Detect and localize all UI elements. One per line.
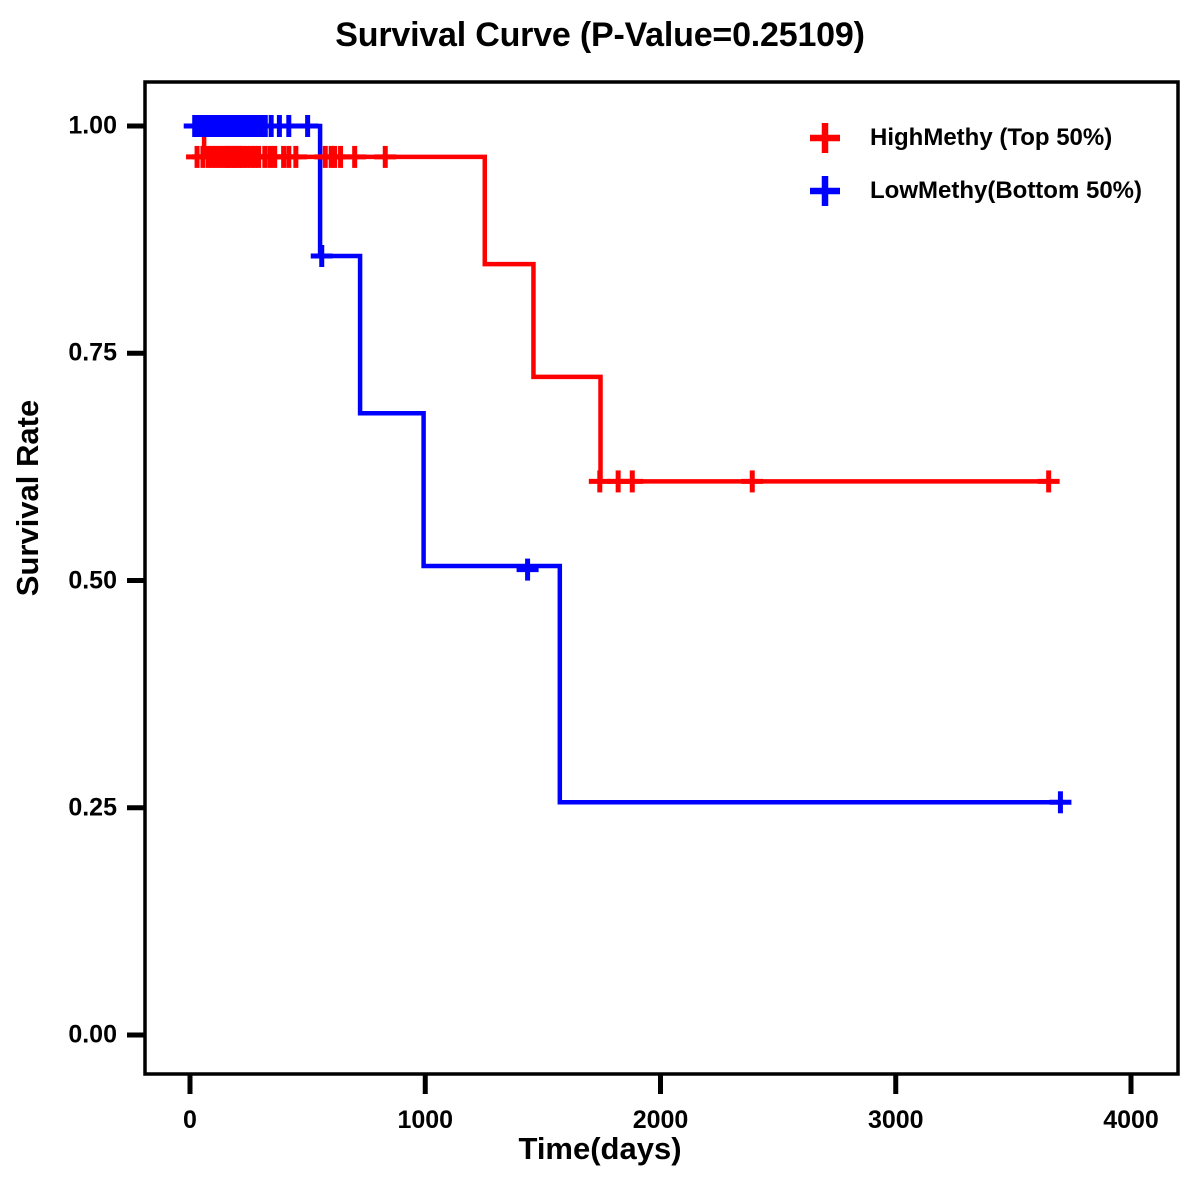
y-axis-title: Survival Rate	[10, 399, 45, 597]
legend-item-lowmethy: LowMethy(Bottom 50%)	[870, 177, 1142, 204]
y-tick-label: 0.25	[68, 793, 117, 822]
legend-markers	[810, 123, 840, 206]
series-line-highmethy	[190, 123, 1049, 484]
tick-marks	[127, 123, 1134, 1094]
y-tick-label: 0.00	[68, 1020, 117, 1049]
y-tick-label: 0.50	[68, 566, 117, 594]
x-tick-label: 4000	[1103, 1106, 1159, 1134]
y-tick-label: 1.00	[68, 111, 117, 140]
x-tick-label: 0	[183, 1106, 197, 1134]
series-line-lowmethy	[190, 123, 1061, 805]
x-tick-label: 2000	[632, 1106, 689, 1134]
y-tick-label: 0.75	[68, 338, 117, 367]
censor-marks-lowmethy	[183, 115, 1072, 814]
axis-frame	[143, 80, 1180, 1076]
legend-item-highmethy: HighMethy (Top 50%)	[870, 124, 1113, 151]
censor-marks-highmethy	[186, 145, 1060, 493]
x-axis-title: Time(days)	[518, 1131, 682, 1166]
x-tick-label: 1000	[397, 1106, 454, 1134]
page-title: Survival Curve (P-Value=0.25109)	[335, 16, 865, 54]
x-tick-label: 3000	[867, 1106, 924, 1134]
